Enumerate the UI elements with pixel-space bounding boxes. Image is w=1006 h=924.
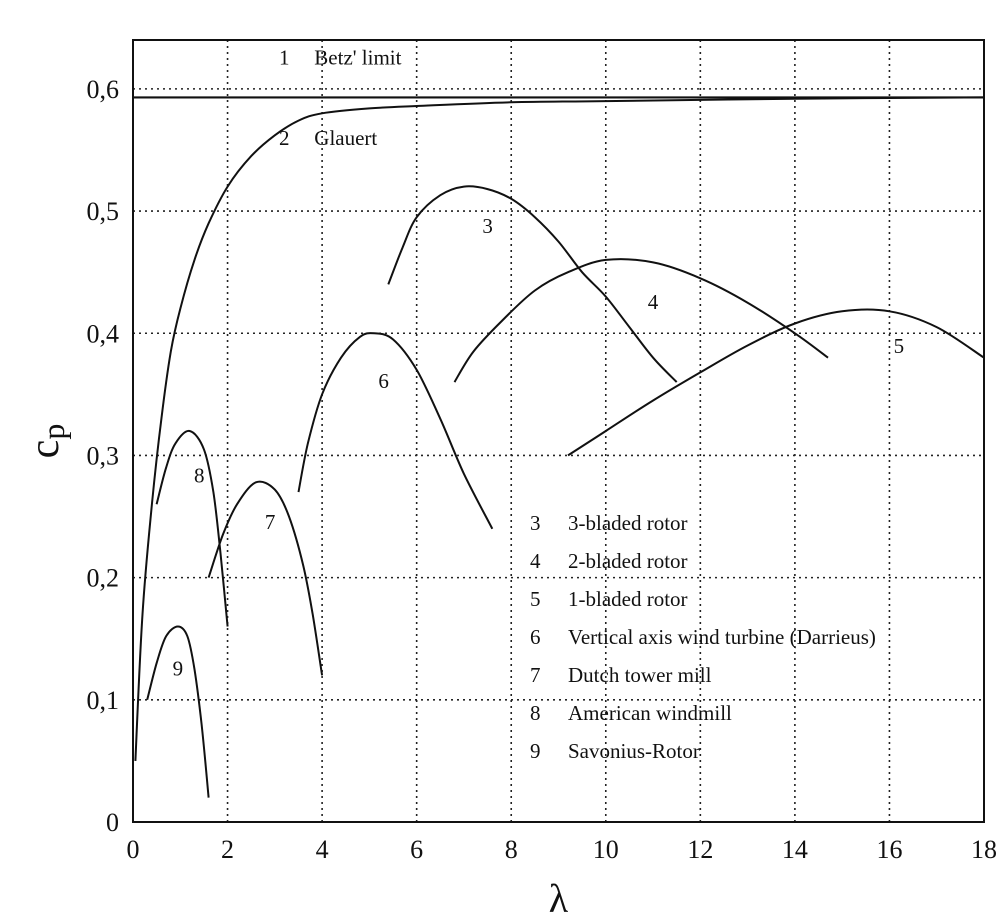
annotation-text: Glauert <box>314 126 377 150</box>
curve-3 <box>387 185 678 383</box>
x-tick-label: 0 <box>127 835 140 864</box>
tick-labels: 0 2 4 6 8 10 12 14 16 18 0 0,1 0,2 0,3 0,4 0,5 0,6 <box>87 75 998 864</box>
legend-number: 6 <box>530 625 541 649</box>
x-tick-label: 16 <box>876 835 902 864</box>
legend-number: 7 <box>530 663 541 687</box>
legend-text: Dutch tower mill <box>568 663 712 687</box>
x-tick-label: 14 <box>782 835 808 864</box>
legend-text: Savonius-Rotor <box>568 739 700 763</box>
annotation-number: 1 <box>279 45 290 69</box>
annotations: 1 Betz' limit 2 Glauert <box>279 45 402 150</box>
y-axis-title-subscript: p <box>35 424 71 440</box>
curve-labels: 3 4 5 6 7 8 9 <box>173 214 904 680</box>
curves <box>133 96 985 798</box>
gridlines <box>133 40 984 822</box>
curve-9 <box>146 625 210 798</box>
x-axis-title: λ <box>549 876 569 921</box>
curve-label-9: 9 <box>173 656 184 680</box>
legend: 3 3-bladed rotor 4 2-bladed rotor 5 1-bladed … <box>530 511 876 763</box>
y-tick-label: 0,2 <box>87 564 120 593</box>
y-tick-label: 0,6 <box>87 75 120 104</box>
x-tick-label: 2 <box>221 835 234 864</box>
legend-text: 1-bladed rotor <box>568 587 688 611</box>
curve-2 <box>134 96 985 761</box>
curve-8 <box>155 429 229 627</box>
curve-7 <box>207 480 324 676</box>
y-tick-label: 0,5 <box>87 197 120 226</box>
legend-text: Vertical axis wind turbine (Darrieus) <box>568 625 876 649</box>
curve-5 <box>567 308 985 457</box>
curve-label-6: 6 <box>378 369 389 393</box>
y-tick-label: 0,3 <box>87 441 120 470</box>
legend-number: 4 <box>530 549 541 573</box>
x-tick-label: 6 <box>410 835 423 864</box>
legend-text: American windmill <box>568 701 732 725</box>
legend-number: 5 <box>530 587 541 611</box>
curve-label-8: 8 <box>194 463 205 487</box>
x-tick-label: 12 <box>687 835 713 864</box>
curve-6 <box>297 332 494 530</box>
legend-number: 9 <box>530 739 541 763</box>
curve-label-5: 5 <box>894 334 905 358</box>
legend-text: 3-bladed rotor <box>568 511 688 535</box>
x-tick-label: 10 <box>593 835 619 864</box>
curve-label-7: 7 <box>265 510 276 534</box>
legend-text: 2-bladed rotor <box>568 549 688 573</box>
curve-4 <box>453 258 829 383</box>
y-tick-label: 0,4 <box>87 319 120 348</box>
legend-number: 8 <box>530 701 541 725</box>
y-tick-label: 0,1 <box>87 686 120 715</box>
legend-number: 3 <box>530 511 541 535</box>
x-tick-label: 4 <box>316 835 329 864</box>
y-axis-title: cp <box>22 424 71 459</box>
x-tick-label: 8 <box>505 835 518 864</box>
curve-label-3: 3 <box>482 214 493 238</box>
curve-label-4: 4 <box>648 290 659 314</box>
annotation-number: 2 <box>279 126 290 150</box>
y-tick-label: 0 <box>106 808 119 837</box>
y-axis-title-main: c <box>22 440 68 459</box>
plot-frame <box>132 39 985 823</box>
x-tick-label: 18 <box>971 835 997 864</box>
annotation-text: Betz' limit <box>314 45 401 69</box>
